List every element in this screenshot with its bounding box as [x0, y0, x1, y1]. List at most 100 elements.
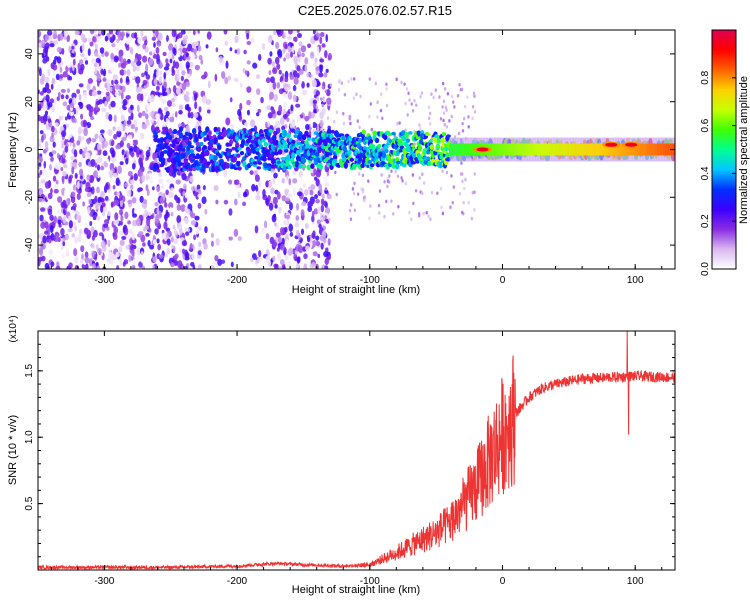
heatmap-cell: [328, 138, 333, 144]
heatmap-cell: [86, 174, 91, 181]
heatmap-cell: [391, 163, 396, 169]
heatmap-cell: [185, 91, 190, 96]
heatmap-cell: [329, 83, 333, 87]
heatmap-cell: [145, 150, 151, 158]
heatmap-cell: [441, 81, 445, 86]
heatmap-cell: [267, 180, 273, 189]
heatmap-cell: [246, 109, 251, 116]
heatmap-cell: [283, 101, 288, 109]
heatmap-cell: [82, 91, 88, 99]
heatmap-cell: [643, 143, 646, 156]
heatmap-cell: [304, 64, 308, 73]
heatmap-cell: [315, 66, 320, 72]
heatmap-cell: [386, 184, 389, 189]
heatmap-cell: [314, 57, 318, 63]
heatmap-cell: [190, 111, 194, 119]
heatmap-cell: [113, 55, 119, 63]
heatmap-cell: [227, 148, 233, 153]
heatmap-cell: [194, 101, 198, 110]
heatmap-cell: [58, 139, 62, 148]
heatmap-cell: [159, 70, 163, 76]
heatmap-cell: [120, 31, 125, 38]
heatmap-cell: [343, 92, 347, 97]
heatmap-cell: [43, 171, 49, 180]
heatmap-cell: [127, 170, 133, 177]
heatmap-cell: [151, 36, 157, 41]
snr-series-line: [38, 331, 675, 570]
heatmap-cell: [165, 189, 169, 196]
heatmap-cell: [141, 123, 148, 130]
heatmap-cell: [84, 186, 90, 192]
heatmap-cell: [570, 143, 573, 156]
heatmap-cell: [282, 129, 288, 137]
heatmap-cell: [170, 97, 176, 103]
heatmap-cell: [86, 229, 92, 239]
heatmap-cell: [301, 89, 308, 96]
heatmap-cell: [324, 257, 329, 266]
heatmap-cell: [42, 103, 48, 111]
heatmap-cell: [83, 56, 88, 61]
heatmap-cell: [261, 138, 266, 143]
heatmap-cell: [252, 161, 258, 165]
y-tick-label: -40: [24, 237, 35, 252]
heatmap-cell: [185, 125, 190, 134]
heatmap-cell: [115, 144, 121, 150]
heatmap-cell: [452, 143, 455, 156]
heatmap-cell: [629, 143, 632, 156]
heatmap-cell: [536, 143, 539, 156]
heatmap-cell: [383, 134, 388, 141]
heatmap-cell: [503, 143, 506, 156]
heatmap-cell: [79, 174, 84, 180]
heatmap-cell: [312, 251, 318, 257]
heatmap-cell: [261, 42, 266, 51]
heatmap-cell: [265, 255, 271, 264]
heatmap-cell: [169, 58, 173, 64]
heatmap-cell: [255, 133, 260, 138]
heatmap-cell: [159, 61, 163, 69]
heatmap-cell: [111, 43, 116, 48]
heatmap-cell: [463, 104, 467, 109]
heatmap-cell: [156, 168, 161, 173]
heatmap-cell: [87, 37, 92, 43]
heatmap-cell: [93, 170, 99, 179]
heatmap-cell: [319, 189, 323, 193]
heatmap-cell: [161, 184, 165, 190]
heatmap-cell: [76, 88, 81, 95]
heatmap-cell: [64, 145, 69, 153]
heatmap-cell: [418, 176, 421, 180]
heatmap-cell: [138, 157, 143, 164]
heatmap-cell: [287, 30, 293, 35]
heatmap-cell: [265, 197, 269, 206]
heatmap-cell: [112, 126, 116, 131]
heatmap-cell: [71, 122, 76, 129]
heatmap-cell: [233, 77, 239, 82]
heatmap-cell: [446, 91, 450, 96]
heatmap-cell: [505, 143, 508, 156]
heatmap-cell: [56, 96, 60, 102]
heatmap-cell: [304, 130, 309, 137]
heatmap-cell: [170, 236, 174, 243]
heatmap-cell: [592, 143, 595, 156]
heatmap-cell: [48, 248, 53, 256]
heatmap-cell: [321, 230, 327, 238]
heatmap-cell: [132, 213, 138, 218]
heatmap-cell: [319, 119, 324, 128]
heatmap-cell: [460, 161, 463, 165]
heatmap-cell: [300, 175, 304, 184]
heatmap-cell: [391, 131, 396, 136]
colorbar-tick-label: 0.2: [700, 214, 711, 228]
heatmap-cell: [662, 143, 665, 156]
heatmap-cell: [619, 143, 622, 156]
heatmap-cell: [88, 199, 92, 205]
heatmap-cell: [178, 62, 184, 71]
heatmap-cell: [387, 132, 393, 137]
heatmap-cell: [48, 236, 52, 244]
heatmap-cell: [224, 76, 229, 85]
heatmap-cell: [430, 92, 433, 96]
heatmap-cell: [270, 76, 275, 84]
heatmap-cell: [274, 56, 280, 65]
spectrogram-ylabel: Frequency (Hz): [7, 112, 19, 188]
y-tick-label: -20: [24, 190, 35, 205]
heatmap-cell: [218, 56, 223, 63]
heatmap-cell: [302, 183, 307, 188]
